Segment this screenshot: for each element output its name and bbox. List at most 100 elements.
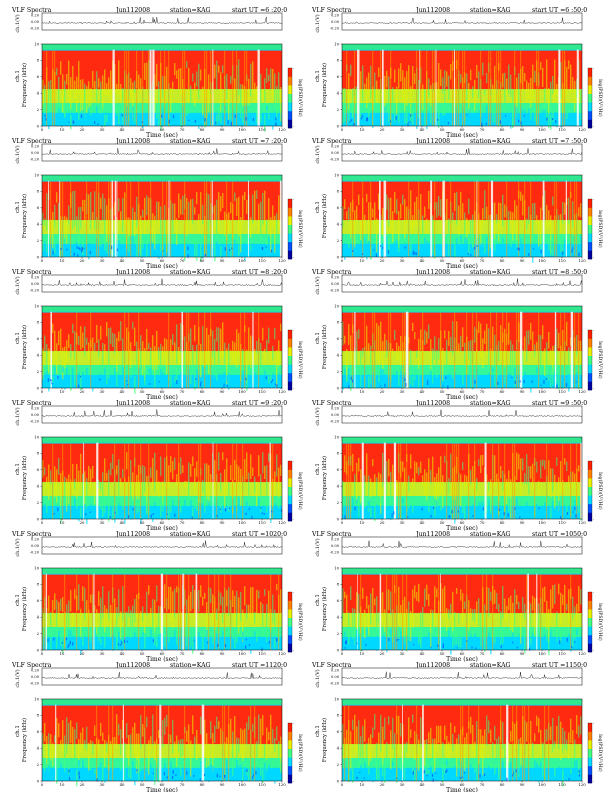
spectral-streak: [372, 50, 374, 127]
spectral-streak: [418, 630, 420, 645]
low-power-spot: [404, 378, 406, 382]
spectral-streak: [142, 632, 144, 650]
spectral-streak: [188, 462, 190, 499]
data-gap: [114, 180, 117, 257]
spectral-streak: [242, 106, 244, 123]
spectral-streak: [266, 245, 268, 254]
spectral-streak: [406, 112, 408, 125]
y-tick-label: 10: [34, 696, 39, 701]
x-tick-label: 20: [380, 782, 385, 787]
spectral-streak: [348, 324, 350, 345]
low-power-spot: [451, 509, 453, 514]
x-axis-label: Time (sec): [146, 787, 178, 792]
spectral-streak: [348, 705, 350, 781]
low-power-spot: [79, 247, 81, 250]
spectral-streak: [466, 218, 468, 241]
spectral-streak: [220, 196, 222, 212]
spectral-streak: [552, 468, 554, 492]
spectral-streak: [136, 240, 138, 257]
spectral-streak: [452, 373, 454, 379]
spectral-streak: [456, 443, 458, 519]
spectral-streak: [554, 766, 556, 777]
spectral-streak: [548, 498, 550, 505]
waveform-ytick-label: -0.20: [30, 27, 40, 31]
spectral-streak: [54, 330, 56, 363]
spectral-streak: [160, 606, 162, 634]
colorbar-segment: [588, 609, 592, 619]
spectral-streak: [64, 110, 66, 118]
colorbar-segment: [288, 757, 292, 767]
waveform-ytick-label: 0.00: [31, 282, 40, 286]
spectral-streak: [362, 65, 364, 102]
low-power-spot: [545, 378, 548, 380]
spectral-streak: [98, 632, 100, 642]
spectral-streak: [80, 79, 82, 112]
spectral-streak: [542, 587, 544, 614]
spectral-streak: [270, 574, 272, 650]
low-power-spot: [363, 777, 365, 779]
spectral-streak: [574, 739, 576, 765]
spectral-streak: [208, 743, 210, 768]
spectral-streak: [562, 443, 564, 519]
spectral-streak: [532, 633, 534, 639]
spectral-streak: [212, 243, 214, 249]
spectral-streak: [554, 741, 556, 748]
low-power-spot: [195, 378, 197, 380]
spectral-streak: [486, 715, 488, 746]
low-power-spot: [163, 771, 165, 776]
spectral-streak: [546, 113, 548, 122]
waveform-ylabel: ch.1(V): [14, 14, 21, 32]
low-power-spot: [410, 114, 412, 117]
colorbar-segment: [588, 469, 592, 479]
spectral-streak: [376, 218, 378, 253]
spectral-streak: [502, 194, 504, 227]
spectral-streak: [280, 86, 282, 122]
spectral-streak: [346, 349, 348, 382]
spectral-streak: [204, 497, 206, 513]
spectral-streak: [536, 50, 538, 127]
spectral-streak: [56, 635, 58, 649]
spectral-streak: [568, 373, 570, 392]
data-gap: [476, 180, 478, 257]
spectral-streak: [96, 106, 98, 114]
spectral-streak: [46, 476, 48, 490]
low-power-spot: [79, 375, 81, 378]
x-tick-label: 10: [360, 520, 365, 525]
spectral-streak: [198, 743, 200, 752]
spectral-streak: [190, 463, 192, 477]
spectral-streak: [214, 725, 216, 743]
spectral-streak: [78, 372, 80, 387]
spectral-streak: [430, 766, 432, 782]
spectral-streak: [94, 80, 96, 91]
spectral-streak: [366, 77, 368, 109]
low-power-spot: [69, 640, 71, 645]
spectral-streak: [556, 457, 558, 466]
spectral-streak: [378, 472, 380, 497]
spectral-streak: [396, 371, 398, 383]
data-gap: [160, 573, 164, 650]
spectrogram-panel-2: VLF Spectra Jun112008 station=KAG start UT …: [306, 6, 606, 139]
colorbar-tick-label: -: [293, 387, 295, 391]
spectral-streak: [532, 245, 534, 263]
spectral-streak: [530, 322, 532, 340]
spectral-streak: [404, 199, 406, 239]
spectral-streak: [58, 630, 60, 645]
spectral-streak: [166, 443, 168, 519]
spectral-streak: [154, 346, 156, 376]
x-tick-label: 90: [520, 258, 525, 263]
spectral-streak: [276, 454, 278, 477]
spectral-streak: [540, 245, 542, 250]
spectral-streak: [382, 243, 384, 256]
spectral-streak: [270, 68, 272, 90]
spectral-streak: [424, 330, 426, 345]
panel-start-time: start UT =6 :20:0: [232, 7, 287, 14]
spectral-streak: [194, 467, 196, 494]
low-power-spot: [231, 247, 233, 250]
spectral-streak: [392, 211, 394, 243]
spectral-streak: [236, 634, 238, 643]
x-tick-label: 60: [460, 651, 465, 656]
low-power-spot: [511, 376, 513, 378]
x-tick-label: 80: [500, 782, 505, 787]
spectral-streak: [226, 590, 228, 607]
spectrogram-ylabel-channel: ch.1: [315, 201, 321, 213]
